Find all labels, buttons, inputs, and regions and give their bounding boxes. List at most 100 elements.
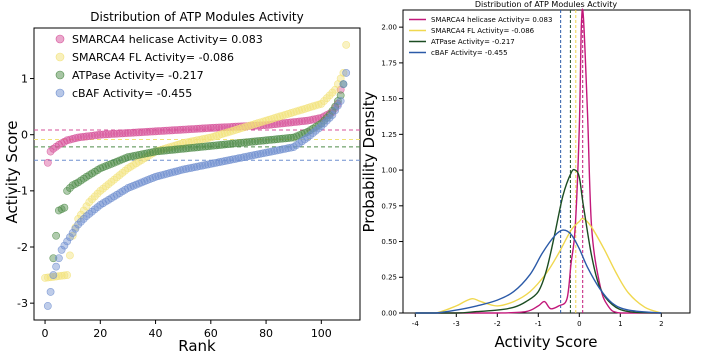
left-point [52, 231, 61, 240]
left-point [173, 145, 182, 154]
left-point [212, 123, 221, 132]
left-y-tick-label: -3 [17, 297, 28, 310]
right-y-tick-label: 1.25 [381, 131, 397, 139]
left-point [57, 245, 66, 254]
left-point [182, 125, 190, 134]
left-point [331, 85, 340, 94]
left-point [204, 124, 212, 133]
left-point [190, 125, 199, 133]
left-y-axis-label: Activity Score [3, 121, 21, 224]
left-point [333, 99, 342, 108]
left-legend-label: ATPase Activity= -0.217 [72, 69, 204, 82]
left-point [82, 202, 91, 211]
left-point [63, 271, 72, 279]
right-y-tick-label: 0.75 [381, 202, 397, 210]
right-frame [402, 9, 691, 314]
right-y-tick-label: 0.50 [381, 238, 397, 246]
right-x-tick-label: -1 [535, 320, 542, 328]
left-point [317, 99, 326, 108]
left-point [220, 140, 229, 149]
right-x-tick-label: -3 [453, 320, 460, 328]
left-point [165, 126, 174, 135]
left-point [237, 138, 246, 147]
right-x-tick-label: 1 [618, 320, 622, 328]
left-point [63, 186, 72, 195]
left-point [165, 146, 174, 155]
left-point [46, 288, 55, 296]
left-point [314, 100, 323, 109]
left-point [71, 224, 80, 233]
left-point [151, 147, 160, 156]
left-point [215, 141, 224, 149]
left-point [295, 117, 304, 126]
left-point [176, 125, 185, 134]
left-point [187, 125, 196, 134]
left-point [331, 106, 340, 115]
left-point [204, 142, 212, 151]
right-legend-label: ATPase Activity= -0.217 [431, 38, 515, 46]
left-point [115, 129, 124, 138]
right-density-curve [415, 229, 662, 314]
left-point [146, 127, 154, 136]
left-frame [33, 27, 361, 321]
left-point [322, 116, 331, 125]
left-point [129, 128, 138, 137]
right-density-curve [415, 217, 662, 314]
left-point [93, 131, 102, 139]
right-y-axis-label: Probability Density [360, 91, 378, 232]
left-x-tick-label: 0 [42, 327, 49, 340]
left-y-tick-label: -1 [17, 185, 28, 198]
left-y-tick-label: -2 [17, 241, 28, 254]
right-y-tick-label: 0.00 [381, 309, 397, 317]
left-x-tick-label: 80 [259, 327, 273, 340]
right-chart-title: Distribution of ATP Modules Activity [475, 0, 618, 9]
left-point [193, 124, 201, 133]
right-y-tick-label: 0.25 [381, 274, 397, 282]
left-point [242, 138, 251, 147]
left-point [273, 135, 282, 144]
left-point [151, 127, 160, 136]
left-point [212, 141, 221, 150]
left-point [140, 128, 149, 136]
left-point [325, 111, 334, 119]
left-point [88, 195, 96, 204]
left-point [170, 145, 179, 154]
left-point [93, 189, 102, 198]
right-x-tick-label: 0 [577, 320, 581, 328]
left-point [54, 254, 63, 263]
left-point [328, 111, 337, 119]
left-point [248, 137, 257, 146]
left-point [206, 124, 215, 132]
left-x-tick-label: 100 [311, 327, 332, 340]
left-point [206, 142, 215, 150]
left-point [281, 119, 290, 127]
right-y-tick-label: 1.00 [381, 167, 397, 175]
left-point [184, 144, 193, 153]
left-point [298, 117, 306, 126]
left-point [229, 139, 237, 148]
right-x-tick-label: -2 [494, 320, 501, 328]
left-point [325, 113, 334, 122]
left-legend-marker [55, 70, 65, 80]
left-x-axis-label: Rank [178, 337, 216, 355]
left-point [256, 136, 265, 145]
left-point [184, 125, 193, 134]
left-point [195, 143, 204, 151]
left-point [154, 127, 163, 136]
left-point [99, 130, 107, 139]
right-x-tick-label: -4 [412, 320, 420, 328]
right-x-axis-label: Activity Score [495, 333, 598, 351]
left-point [168, 145, 177, 154]
left-point [226, 140, 235, 148]
left-point [322, 94, 331, 103]
left-point [190, 143, 199, 152]
left-point [325, 91, 334, 100]
left-point [259, 136, 268, 145]
right-legend-label: SMARCA4 FL Activity= -0.086 [431, 27, 535, 35]
left-point [289, 118, 298, 127]
left-legend: SMARCA4 helicase Activity= 0.083 SMARCA4 … [55, 33, 263, 100]
left-point [320, 119, 328, 128]
left-point [68, 229, 77, 237]
left-plot-area: 0 20 40 60 80 100 -3 -2 -1 0 1 [17, 27, 361, 340]
left-point [135, 128, 143, 137]
